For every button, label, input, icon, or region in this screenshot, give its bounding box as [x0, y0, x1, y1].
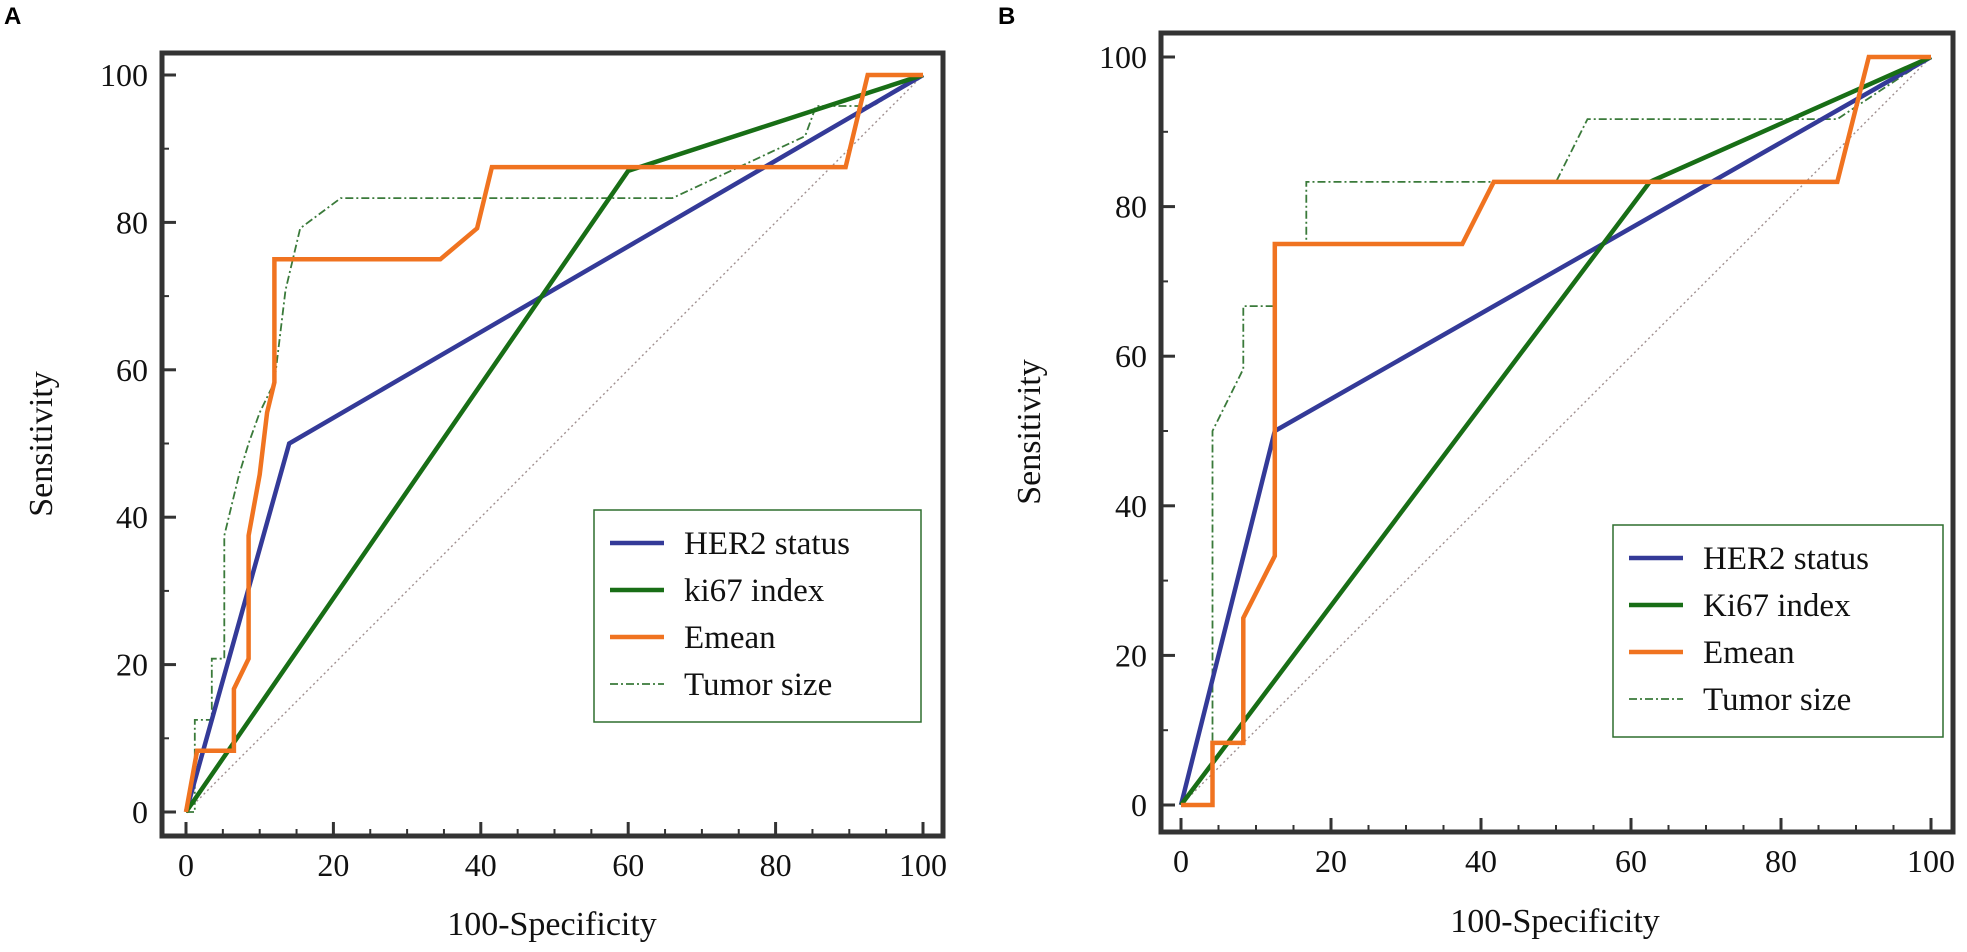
x-tick-label: 60 — [612, 847, 644, 883]
y-tick-label: 0 — [132, 794, 148, 830]
x-tick-label: 20 — [1315, 843, 1347, 879]
y-tick-label: 60 — [116, 352, 148, 388]
x-tick-label: 40 — [1465, 843, 1497, 879]
legend: HER2 status Ki67 index Emean Tumor size — [1612, 524, 1944, 738]
y-tick-label: 60 — [1115, 338, 1147, 374]
roc-panel-a: A 0 20 40 60 80 100 0 20 40 60 80 100 100-Specificity… — [4, 3, 947, 943]
x-tick-label: 0 — [1173, 843, 1189, 879]
y-axis-title: Sensitivity — [1011, 359, 1048, 504]
x-tick-label: 100 — [899, 847, 947, 883]
y-tick-label: 80 — [1115, 189, 1147, 225]
series-line-reference — [185, 74, 924, 813]
legend-label: Ki67 index — [1703, 588, 1851, 624]
y-tick-label: 40 — [116, 499, 148, 535]
y-tick-label: 20 — [116, 647, 148, 683]
y-axis-title: Sensitivity — [23, 371, 60, 516]
legend-label: Emean — [1703, 635, 1795, 671]
y-tick-label: 80 — [116, 204, 148, 240]
panel-label: A — [4, 3, 21, 30]
legend-box — [593, 509, 922, 723]
x-tick-label: 20 — [317, 847, 349, 883]
x-tick-label: 80 — [760, 847, 792, 883]
legend-label: HER2 status — [1703, 541, 1869, 577]
series-line-reference — [1180, 56, 1932, 806]
legend-label: Tumor size — [684, 667, 832, 703]
series-line-emean — [1181, 54, 1931, 808]
legend-label: Emean — [684, 620, 776, 656]
legend-label: HER2 status — [684, 526, 850, 562]
y-tick-label: 100 — [1099, 39, 1147, 75]
x-axis-title: 100-Specificity — [1450, 903, 1660, 940]
x-tick-label: 100 — [1907, 843, 1955, 879]
x-tick-label: 40 — [465, 847, 497, 883]
x-tick-label: 0 — [178, 847, 194, 883]
legend: HER2 status ki67 index Emean Tumor size — [593, 509, 922, 723]
legend-box — [1612, 524, 1944, 738]
series-line-her2-status — [183, 73, 925, 813]
series-line-ki67-index — [184, 72, 924, 814]
x-axis-title: 100-Specificity — [447, 906, 657, 943]
panel-label: B — [998, 3, 1015, 30]
y-tick-label: 100 — [100, 57, 148, 93]
x-tick-label: 80 — [1765, 843, 1797, 879]
x-tick-label: 60 — [1615, 843, 1647, 879]
y-tick-label: 0 — [1131, 787, 1147, 823]
series-line-emean — [183, 72, 923, 813]
y-tick-label: 20 — [1115, 637, 1147, 673]
legend-label: ki67 index — [684, 573, 825, 609]
legend-label: Tumor size — [1703, 682, 1851, 718]
y-tick-label: 40 — [1115, 488, 1147, 524]
roc-panel-b: B 0 20 40 60 80 100 0 20 40 60 80 100 100-Specificity… — [998, 3, 1956, 940]
